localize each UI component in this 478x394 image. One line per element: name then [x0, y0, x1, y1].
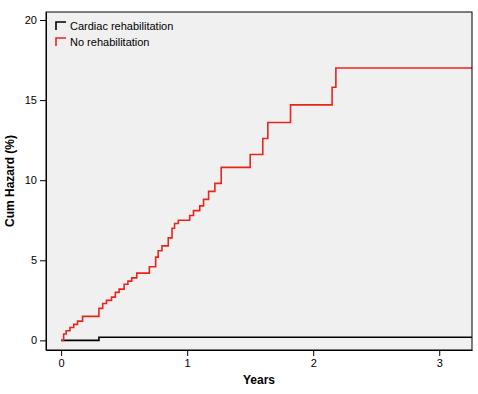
y-tick: 10	[25, 174, 46, 186]
plot: 0 1 2 3 0 5 10 15 20 Cardiac rehabilitation No reh…	[25, 12, 473, 369]
y-tick-mark	[40, 100, 46, 101]
x-tick-label: 0	[59, 357, 65, 369]
x-tick-label: 1	[185, 357, 191, 369]
y-tick: 20	[25, 14, 46, 26]
y-tick-label: 20	[25, 14, 37, 26]
legend-label: No rehabilitation	[70, 36, 150, 48]
x-tick-mark	[61, 350, 62, 356]
plot-background	[46, 12, 472, 350]
series-line	[61, 337, 472, 340]
y-tick: 0	[31, 334, 46, 346]
chart: 0 1 2 3 0 5 10 15 20 Cardiac rehabilitation No reh…	[0, 0, 478, 394]
y-axis-line	[46, 13, 47, 351]
y-axis: 0 5 10 15 20	[25, 13, 47, 351]
legend-item: No rehabilitation	[56, 36, 150, 48]
y-axis-title: Cum Hazard (%)	[3, 135, 17, 227]
x-tick: 2	[311, 350, 317, 369]
x-tick: 1	[185, 350, 191, 369]
y-tick-label: 0	[31, 334, 37, 346]
x-axis-title: Years	[243, 373, 275, 387]
y-tick: 15	[25, 94, 46, 106]
x-tick-mark	[439, 350, 440, 356]
y-tick-mark	[40, 340, 46, 341]
x-tick-label: 2	[311, 357, 317, 369]
x-tick: 3	[437, 350, 443, 369]
x-tick: 0	[59, 350, 65, 369]
series-line	[61, 68, 472, 340]
series-group	[61, 68, 472, 340]
legend-symbol	[56, 22, 66, 30]
x-axis-line	[47, 350, 473, 351]
legend-symbol	[56, 38, 66, 46]
y-tick-label: 10	[25, 174, 37, 186]
plot-frame	[46, 12, 472, 350]
y-tick-label: 5	[31, 254, 37, 266]
y-tick-mark	[40, 260, 46, 261]
y-tick-mark	[40, 180, 46, 181]
x-axis: 0 1 2 3	[47, 350, 473, 369]
x-tick-label: 3	[437, 357, 443, 369]
y-tick-label: 15	[25, 94, 37, 106]
legend: Cardiac rehabilitation No rehabilitation	[56, 20, 173, 48]
legend-label: Cardiac rehabilitation	[70, 20, 173, 32]
legend-item: Cardiac rehabilitation	[56, 20, 173, 32]
y-tick: 5	[31, 254, 46, 266]
y-tick-mark	[40, 20, 46, 21]
x-tick-mark	[313, 350, 314, 356]
x-tick-mark	[187, 350, 188, 356]
